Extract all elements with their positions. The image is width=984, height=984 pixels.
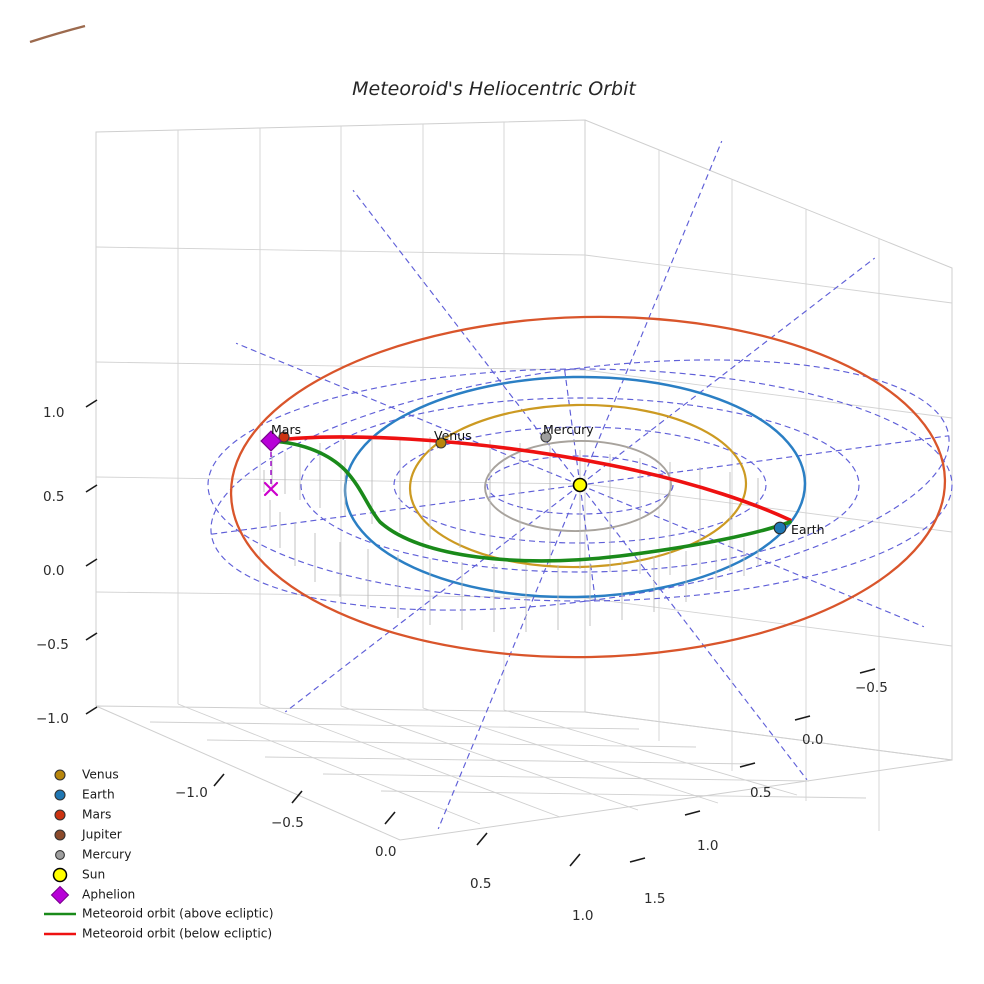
orbit-mercury bbox=[484, 440, 672, 532]
venus-marker bbox=[435, 437, 447, 449]
label-mercury: Mercury bbox=[543, 422, 594, 437]
legend-item-jupiter[interactable]: Jupiter bbox=[54, 828, 123, 842]
label-venus: Venus bbox=[434, 428, 472, 443]
legend-marker-earth-icon bbox=[54, 789, 66, 801]
y-tick-3: 1.0 bbox=[697, 838, 718, 854]
legend-marker-mars-icon bbox=[54, 809, 66, 821]
legend-label-mars: Mars bbox=[82, 808, 111, 822]
legend: Venus Earth Mars Jupiter Mercury Sun bbox=[44, 768, 274, 941]
legend-item-aphelion[interactable]: Aphelion bbox=[50, 885, 136, 905]
y-tick-4: 1.5 bbox=[644, 891, 665, 907]
meteoroid-stem-lines bbox=[263, 437, 759, 632]
axis-tick-marks bbox=[85, 399, 876, 867]
legend-marker-sun-icon bbox=[52, 867, 68, 883]
legend-marker-aphelion-icon bbox=[50, 885, 70, 905]
meteoroid-orbit-above-ecliptic bbox=[269, 439, 792, 563]
legend-label-venus: Venus bbox=[82, 768, 119, 782]
mercury-marker bbox=[540, 431, 552, 443]
page-title: Meteoroid's Heliocentric Orbit bbox=[352, 78, 637, 100]
legend-item-mercury[interactable]: Mercury bbox=[55, 848, 132, 862]
legend-label-aphelion: Aphelion bbox=[82, 888, 135, 902]
z-tick-2: 0.0 bbox=[43, 563, 64, 579]
x-tick-3: 0.5 bbox=[470, 876, 491, 892]
orbit-jupiter bbox=[29, 24, 86, 44]
y-tick-2: 0.5 bbox=[750, 785, 771, 801]
z-tick-3: −0.5 bbox=[36, 637, 69, 653]
sun-marker bbox=[572, 477, 588, 493]
legend-marker-jupiter-icon bbox=[54, 829, 66, 841]
y-tick-0: −0.5 bbox=[855, 680, 888, 696]
legend-label-jupiter: Jupiter bbox=[81, 828, 123, 842]
legend-label-earth: Earth bbox=[82, 788, 115, 802]
legend-marker-venus-icon bbox=[54, 769, 66, 781]
legend-item-meteoroid-below[interactable]: Meteoroid orbit (below ecliptic) bbox=[44, 927, 272, 941]
legend-marker-mercury-icon bbox=[55, 850, 65, 860]
label-earth: Earth bbox=[791, 522, 825, 537]
mars-marker bbox=[278, 431, 290, 443]
y-tick-1: 0.0 bbox=[802, 732, 823, 748]
orbit-mars bbox=[229, 315, 947, 659]
z-tick-0: 1.0 bbox=[43, 405, 64, 421]
grid-right-wall bbox=[584, 150, 953, 831]
legend-label-below-ecliptic: Meteoroid orbit (below ecliptic) bbox=[82, 927, 272, 941]
orbit-venus bbox=[408, 403, 748, 569]
legend-label-sun: Sun bbox=[82, 868, 105, 882]
z-axis-tick-labels: 1.0 0.5 0.0 −0.5 −1.0 bbox=[36, 405, 69, 727]
legend-item-meteoroid-above[interactable]: Meteoroid orbit (above ecliptic) bbox=[44, 907, 274, 921]
x-tick-2: 0.0 bbox=[375, 844, 396, 860]
aphelion-ecliptic-cross-icon bbox=[263, 481, 279, 497]
z-tick-4: −1.0 bbox=[36, 711, 69, 727]
aphelion-marker bbox=[260, 430, 282, 452]
earth-marker bbox=[773, 521, 787, 535]
legend-item-mars[interactable]: Mars bbox=[54, 808, 111, 822]
grid-floor bbox=[149, 703, 867, 825]
x-tick-4: 1.0 bbox=[572, 908, 593, 924]
meteoroid-orbit-below-ecliptic bbox=[269, 435, 792, 522]
legend-item-venus[interactable]: Venus bbox=[54, 768, 119, 782]
z-tick-1: 0.5 bbox=[43, 489, 64, 505]
legend-item-earth[interactable]: Earth bbox=[54, 788, 115, 802]
legend-label-mercury: Mercury bbox=[82, 848, 131, 862]
x-axis-tick-labels: −1.0 −0.5 0.0 0.5 1.0 bbox=[175, 785, 593, 924]
grid-left-wall bbox=[95, 122, 586, 710]
x-tick-1: −0.5 bbox=[271, 815, 304, 831]
x-tick-0: −1.0 bbox=[175, 785, 208, 801]
y-axis-tick-labels: −0.5 0.0 0.5 1.0 1.5 bbox=[644, 680, 888, 907]
label-mars: Mars bbox=[271, 422, 301, 437]
legend-label-above-ecliptic: Meteoroid orbit (above ecliptic) bbox=[82, 907, 274, 921]
legend-item-sun[interactable]: Sun bbox=[52, 867, 106, 883]
